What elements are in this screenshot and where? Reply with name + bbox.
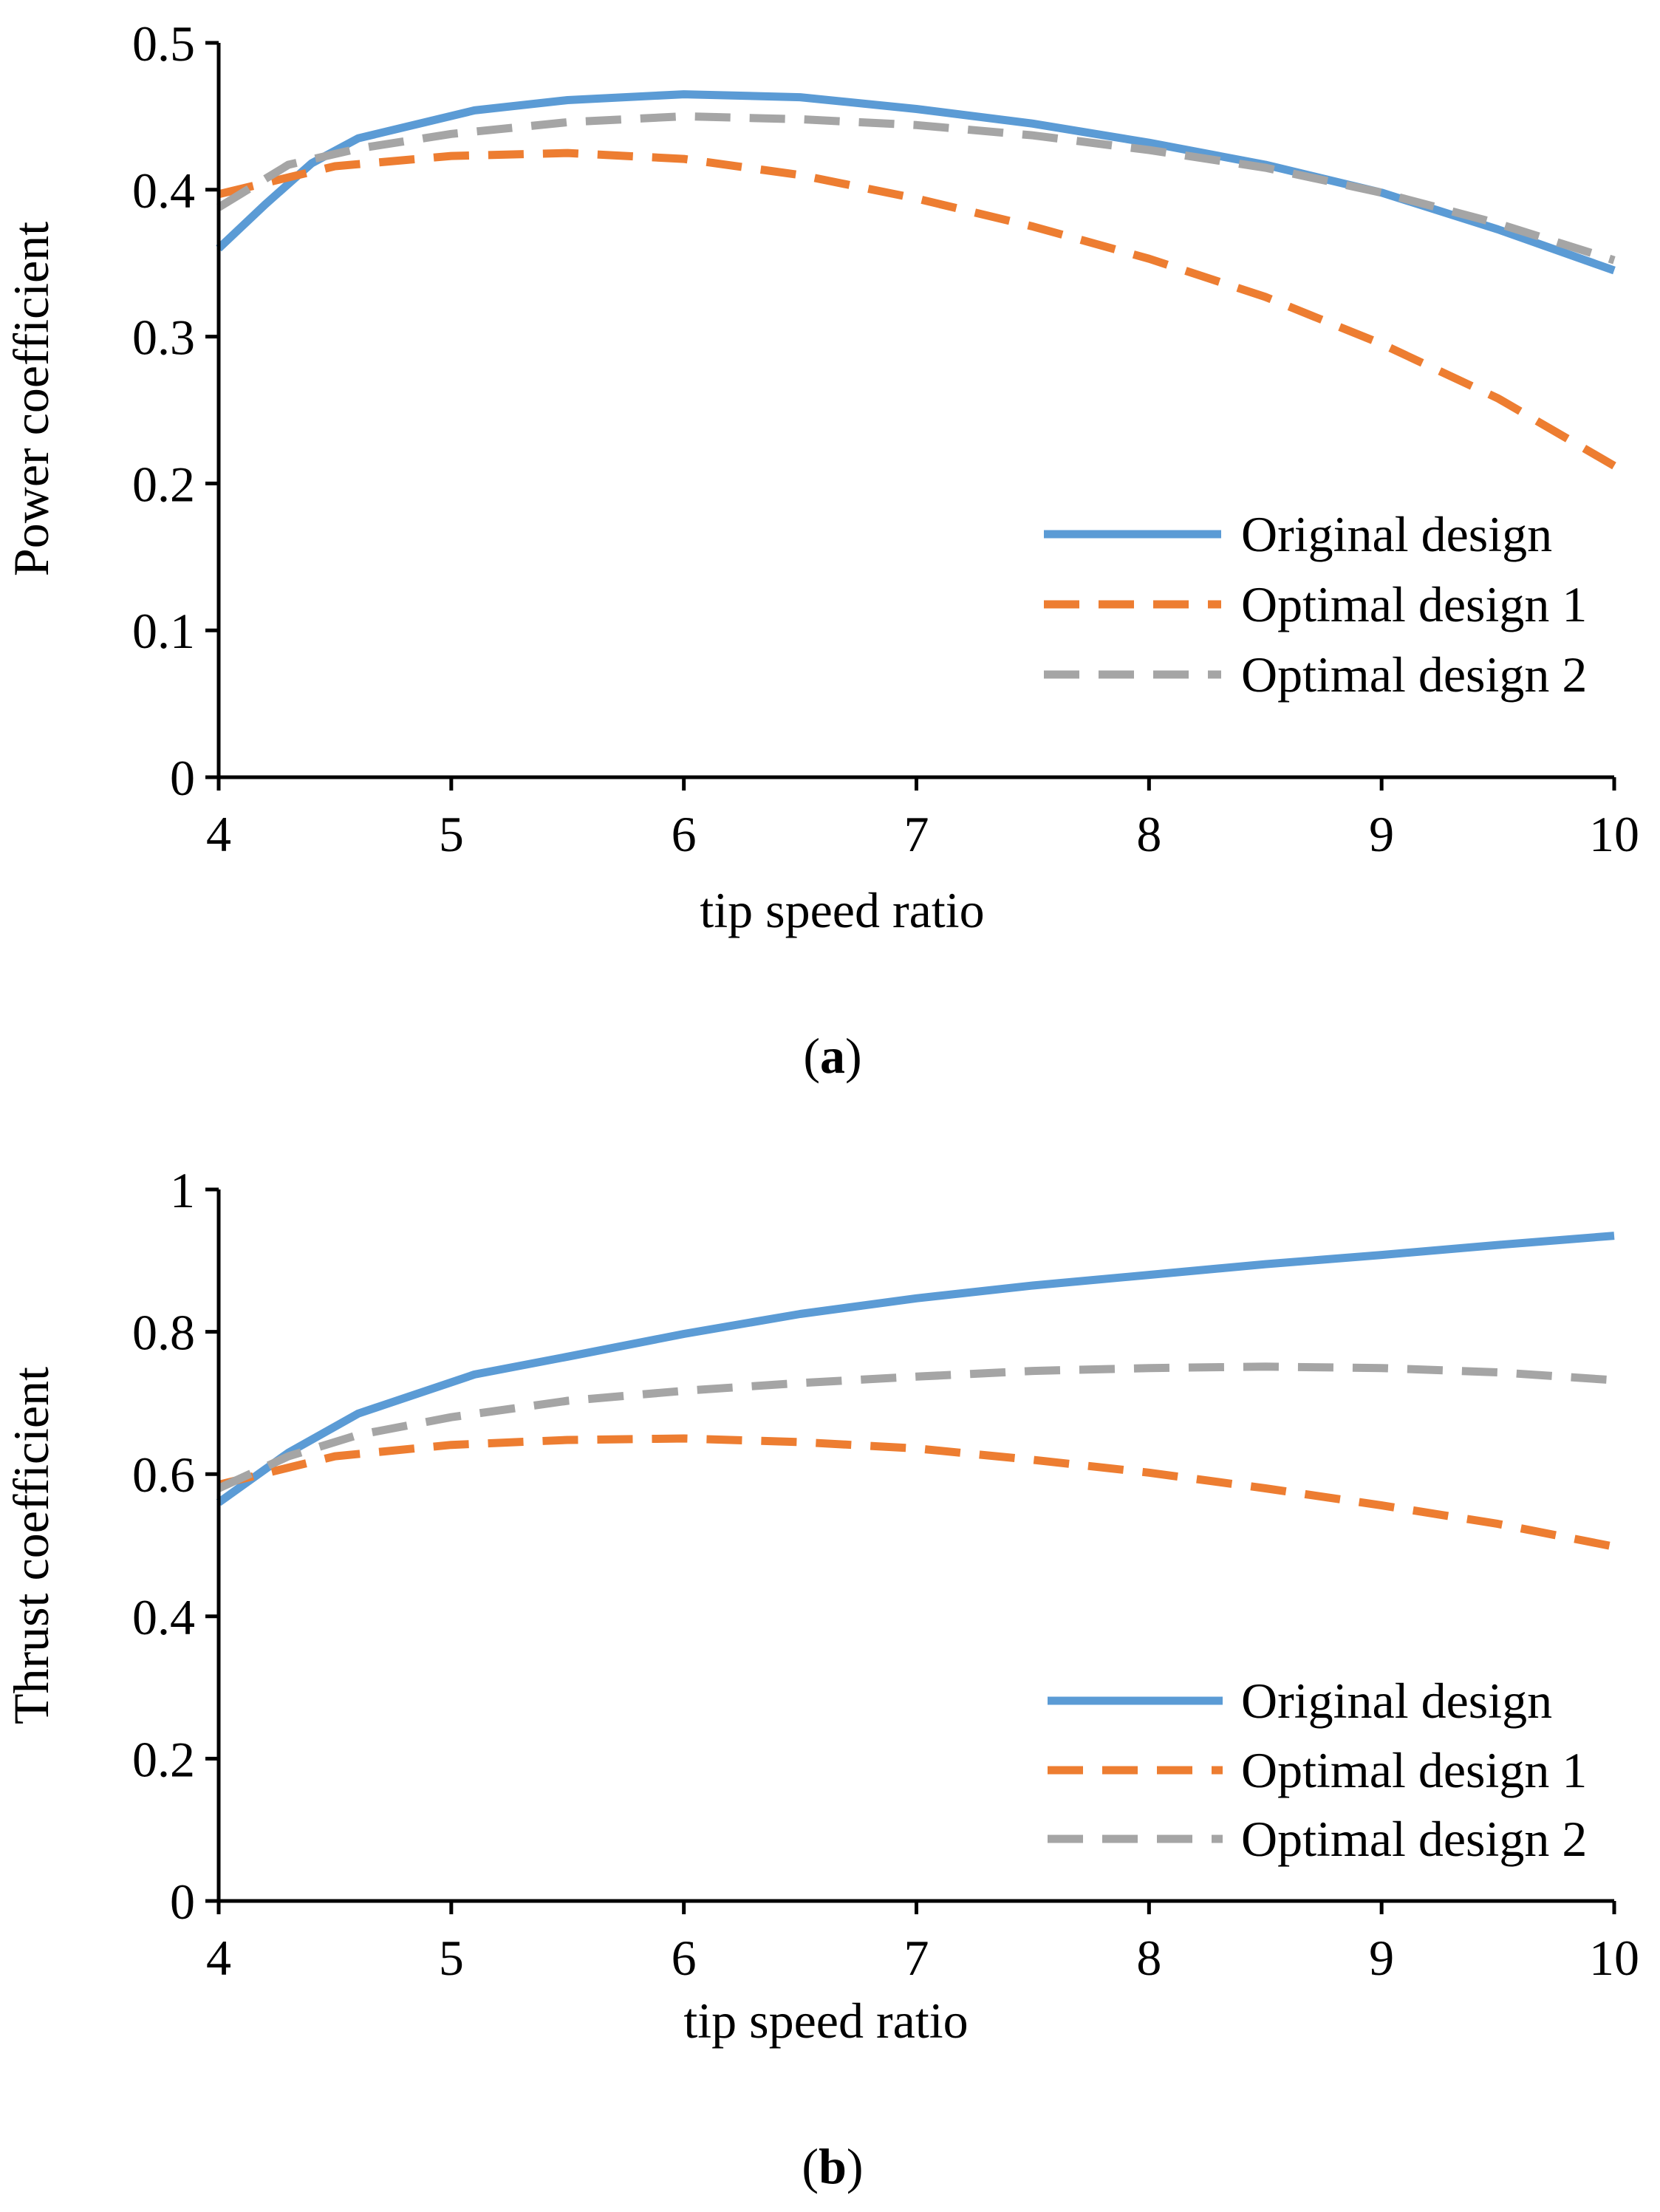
x-tick-label-a: 5 — [439, 806, 464, 862]
y-tick-label-b: 0.4 — [132, 1589, 195, 1645]
y-tick-label-a: 0.4 — [132, 163, 195, 219]
series-layer-a — [216, 90, 1616, 470]
x-axis-title-b: tip speed ratio — [683, 1993, 968, 2049]
y-tick-label-b: 0.2 — [132, 1731, 195, 1787]
panel-label-a: (a) — [803, 1028, 861, 1084]
y-tick-label-a: 0 — [170, 750, 195, 806]
x-tick-label-a: 8 — [1136, 806, 1161, 862]
series-layer-b — [216, 1232, 1616, 1551]
y-tick-label-b: 0 — [170, 1874, 195, 1930]
y-axis-title-b: Thrust coefficient — [3, 1367, 59, 1724]
x-tick-label-b: 10 — [1589, 1930, 1639, 1986]
x-tick-label-b: 7 — [904, 1930, 929, 1986]
x-tick-label-b: 4 — [206, 1930, 231, 1986]
y-tick-label-a: 0.5 — [132, 16, 195, 72]
x-tick-label-a: 7 — [904, 806, 929, 862]
x-ticks-a: 4 5 6 7 8 9 10 — [206, 777, 1639, 862]
legend-label-optimal-design-2: Optimal design 2 — [1241, 1811, 1587, 1867]
y-tick-label-b: 0.6 — [132, 1447, 195, 1503]
chart-panel-b: 00.20.40.60.81 4 5 6 7 8 9 10 tip speed ratio … — [3, 1162, 1639, 2194]
x-tick-label-b: 5 — [439, 1930, 464, 1986]
x-tick-label-a: 10 — [1589, 806, 1639, 862]
series-line-optimal-design-2 — [216, 1362, 1615, 1492]
y-tick-label-a: 0.3 — [132, 310, 195, 366]
x-tick-label-b: 8 — [1136, 1930, 1161, 1986]
x-tick-label-a: 9 — [1369, 806, 1394, 862]
series-line-optimal-design-1 — [217, 149, 1616, 470]
series-line-original-design — [216, 1232, 1615, 1506]
x-tick-label-a: 6 — [672, 806, 697, 862]
series-line-optimal-design-1 — [217, 1434, 1616, 1551]
y-tick-label-b: 1 — [170, 1162, 195, 1218]
x-ticks-b: 4 5 6 7 8 9 10 — [206, 1901, 1639, 1986]
legend-b: Original design Optimal design 1 Optimal… — [1048, 1673, 1587, 1867]
x-tick-label-b: 6 — [672, 1930, 697, 1986]
y-tick-label-a: 0.1 — [132, 603, 195, 659]
legend-label-original-design: Original design — [1241, 1673, 1552, 1729]
legend-label-original-design: Original design — [1241, 506, 1552, 562]
legend-label-optimal-design-2: Optimal design 2 — [1241, 646, 1587, 703]
panel-label-b: (b) — [802, 2138, 863, 2194]
legend-a: Original design Optimal design 1 Optimal… — [1044, 506, 1587, 703]
y-ticks-a: 0 0.1 0.2 0.3 0.4 0.5 — [132, 16, 219, 806]
y-ticks-b: 0 0.2 0.4 0.6 0.8 1 — [132, 1162, 219, 1930]
x-tick-label-a: 4 — [206, 806, 231, 862]
legend-label-optimal-design-1: Optimal design 1 — [1241, 1742, 1587, 1798]
chart-panel-a: 0 0.1 0.2 0.3 0.4 0.5 4 5 6 7 8 9 10 tip speed rati… — [3, 16, 1639, 1084]
series-line-optimal-design-2 — [216, 112, 1616, 264]
y-tick-label-b: 0.8 — [132, 1305, 195, 1361]
x-tick-label-b: 9 — [1369, 1930, 1394, 1986]
legend-label-optimal-design-1: Optimal design 1 — [1241, 576, 1587, 632]
x-axis-title-a: tip speed ratio — [700, 882, 984, 938]
y-axis-title-a: Power coefficient — [3, 222, 59, 576]
y-tick-label-a: 0.2 — [132, 456, 195, 512]
